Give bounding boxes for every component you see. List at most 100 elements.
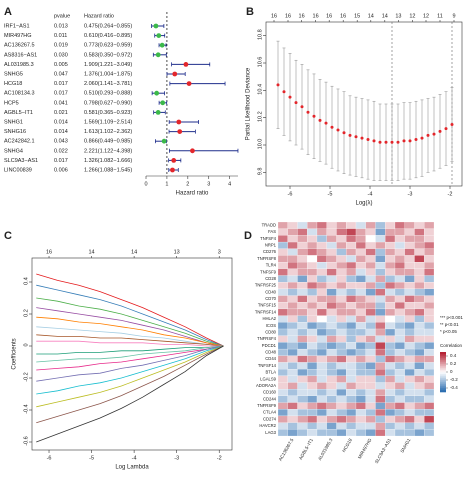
heat-cell bbox=[336, 369, 347, 376]
heat-cell bbox=[375, 362, 386, 370]
row-label: TRADD bbox=[262, 222, 276, 227]
heat-cell bbox=[424, 375, 435, 383]
heat-cell bbox=[414, 248, 425, 256]
colorbar-step bbox=[440, 356, 446, 359]
heat-cell bbox=[297, 415, 308, 423]
heat-cell bbox=[316, 415, 327, 423]
top-tick-label: 16 bbox=[46, 249, 52, 255]
heat-cell bbox=[385, 268, 396, 276]
heat-cell bbox=[355, 328, 366, 336]
heat-cell bbox=[316, 228, 327, 236]
heat-cell bbox=[404, 415, 415, 423]
heat-cell bbox=[297, 282, 308, 289]
heat-cell bbox=[336, 402, 347, 410]
heat-cell bbox=[346, 375, 357, 383]
x-tick-label: 4 bbox=[228, 181, 231, 187]
heat-cell bbox=[355, 308, 366, 316]
p-value: 0.013 bbox=[54, 23, 68, 29]
heat-cell bbox=[297, 308, 308, 316]
x-tick-label: -2 bbox=[217, 455, 222, 461]
heat-cell bbox=[346, 348, 357, 356]
heat-cell bbox=[414, 282, 425, 289]
heat-cell bbox=[394, 288, 405, 296]
heat-cell bbox=[385, 255, 396, 263]
heat-cell bbox=[297, 389, 308, 396]
hr-point bbox=[159, 42, 165, 48]
heat-cell bbox=[385, 235, 396, 243]
heat-cell bbox=[346, 315, 357, 323]
p-value: 0.043 bbox=[54, 139, 68, 145]
heat-cell bbox=[287, 282, 298, 289]
heat-cell bbox=[346, 282, 357, 289]
heat-cell bbox=[297, 221, 308, 229]
significance-legend: *** p<0.001 bbox=[440, 315, 463, 320]
heat-cell bbox=[316, 241, 327, 249]
deviance-point bbox=[342, 131, 346, 135]
heat-cell bbox=[277, 228, 288, 236]
heat-cell bbox=[414, 241, 425, 249]
heat-cell bbox=[385, 288, 396, 296]
heat-cell bbox=[375, 322, 386, 330]
row-name: HCP5 bbox=[4, 100, 19, 106]
heat-cell bbox=[316, 295, 327, 303]
ci-label: 0.866(0.449−0.985) bbox=[84, 139, 132, 145]
heat-cell bbox=[326, 415, 337, 423]
heat-cell bbox=[385, 335, 396, 343]
y-tick-label: 10.2 bbox=[257, 111, 263, 122]
deviance-point bbox=[372, 139, 376, 143]
heat-cell bbox=[316, 282, 327, 289]
heat-cell bbox=[355, 315, 366, 323]
heat-cell bbox=[375, 228, 386, 236]
top-tick-label: 13 bbox=[174, 249, 180, 255]
heat-cell bbox=[287, 395, 298, 403]
heat-cell bbox=[404, 308, 415, 316]
panel-label: A bbox=[4, 6, 12, 18]
heat-cell bbox=[277, 342, 288, 350]
heat-cell bbox=[307, 409, 318, 417]
heat-cell bbox=[307, 255, 318, 263]
heat-cell bbox=[424, 308, 435, 316]
row-label: LGALS9 bbox=[260, 376, 277, 381]
heat-cell bbox=[277, 322, 288, 330]
heat-cell bbox=[414, 375, 425, 383]
colorbar-step bbox=[440, 352, 446, 355]
deviance-point bbox=[396, 140, 400, 144]
top-tick-label: 12 bbox=[409, 13, 415, 19]
heat-cell bbox=[404, 409, 415, 417]
hr-point bbox=[155, 52, 161, 58]
heat-cell bbox=[336, 422, 347, 430]
panel-label: D bbox=[244, 230, 252, 242]
heat-cell bbox=[346, 308, 357, 316]
column-header: Hazard ratio bbox=[84, 13, 114, 19]
heat-cell bbox=[424, 221, 435, 229]
heat-cell bbox=[297, 228, 308, 236]
heat-cell bbox=[336, 395, 347, 403]
panel-label: B bbox=[246, 6, 254, 18]
heat-cell bbox=[365, 255, 376, 263]
row-label: TLR4 bbox=[266, 263, 277, 268]
heat-cell bbox=[307, 429, 318, 437]
heat-cell bbox=[385, 275, 396, 283]
coefficient-path bbox=[36, 316, 224, 347]
heat-cell bbox=[424, 255, 435, 263]
heat-cell bbox=[404, 248, 415, 256]
row-label: CD160 bbox=[263, 390, 277, 395]
x-tick-label: 3 bbox=[207, 181, 210, 187]
heat-cell bbox=[424, 295, 435, 303]
colorbar-step bbox=[440, 378, 446, 381]
heat-cell bbox=[346, 228, 357, 236]
heat-cell bbox=[277, 315, 288, 323]
heat-cell bbox=[277, 415, 288, 423]
row-label: CD48 bbox=[265, 350, 276, 355]
row-name: SLC9A3−AS1 bbox=[4, 158, 38, 164]
heat-cell bbox=[355, 288, 366, 296]
hr-point bbox=[170, 167, 175, 173]
heat-cell bbox=[287, 375, 298, 383]
heat-cell bbox=[307, 275, 318, 283]
row-name: AGBL5−IT1 bbox=[4, 110, 33, 116]
heat-cell bbox=[394, 308, 405, 316]
heat-cell bbox=[336, 355, 347, 363]
heat-cell bbox=[424, 382, 435, 390]
hr-point bbox=[183, 62, 189, 67]
y-tick-label: -0.2 bbox=[23, 372, 29, 381]
